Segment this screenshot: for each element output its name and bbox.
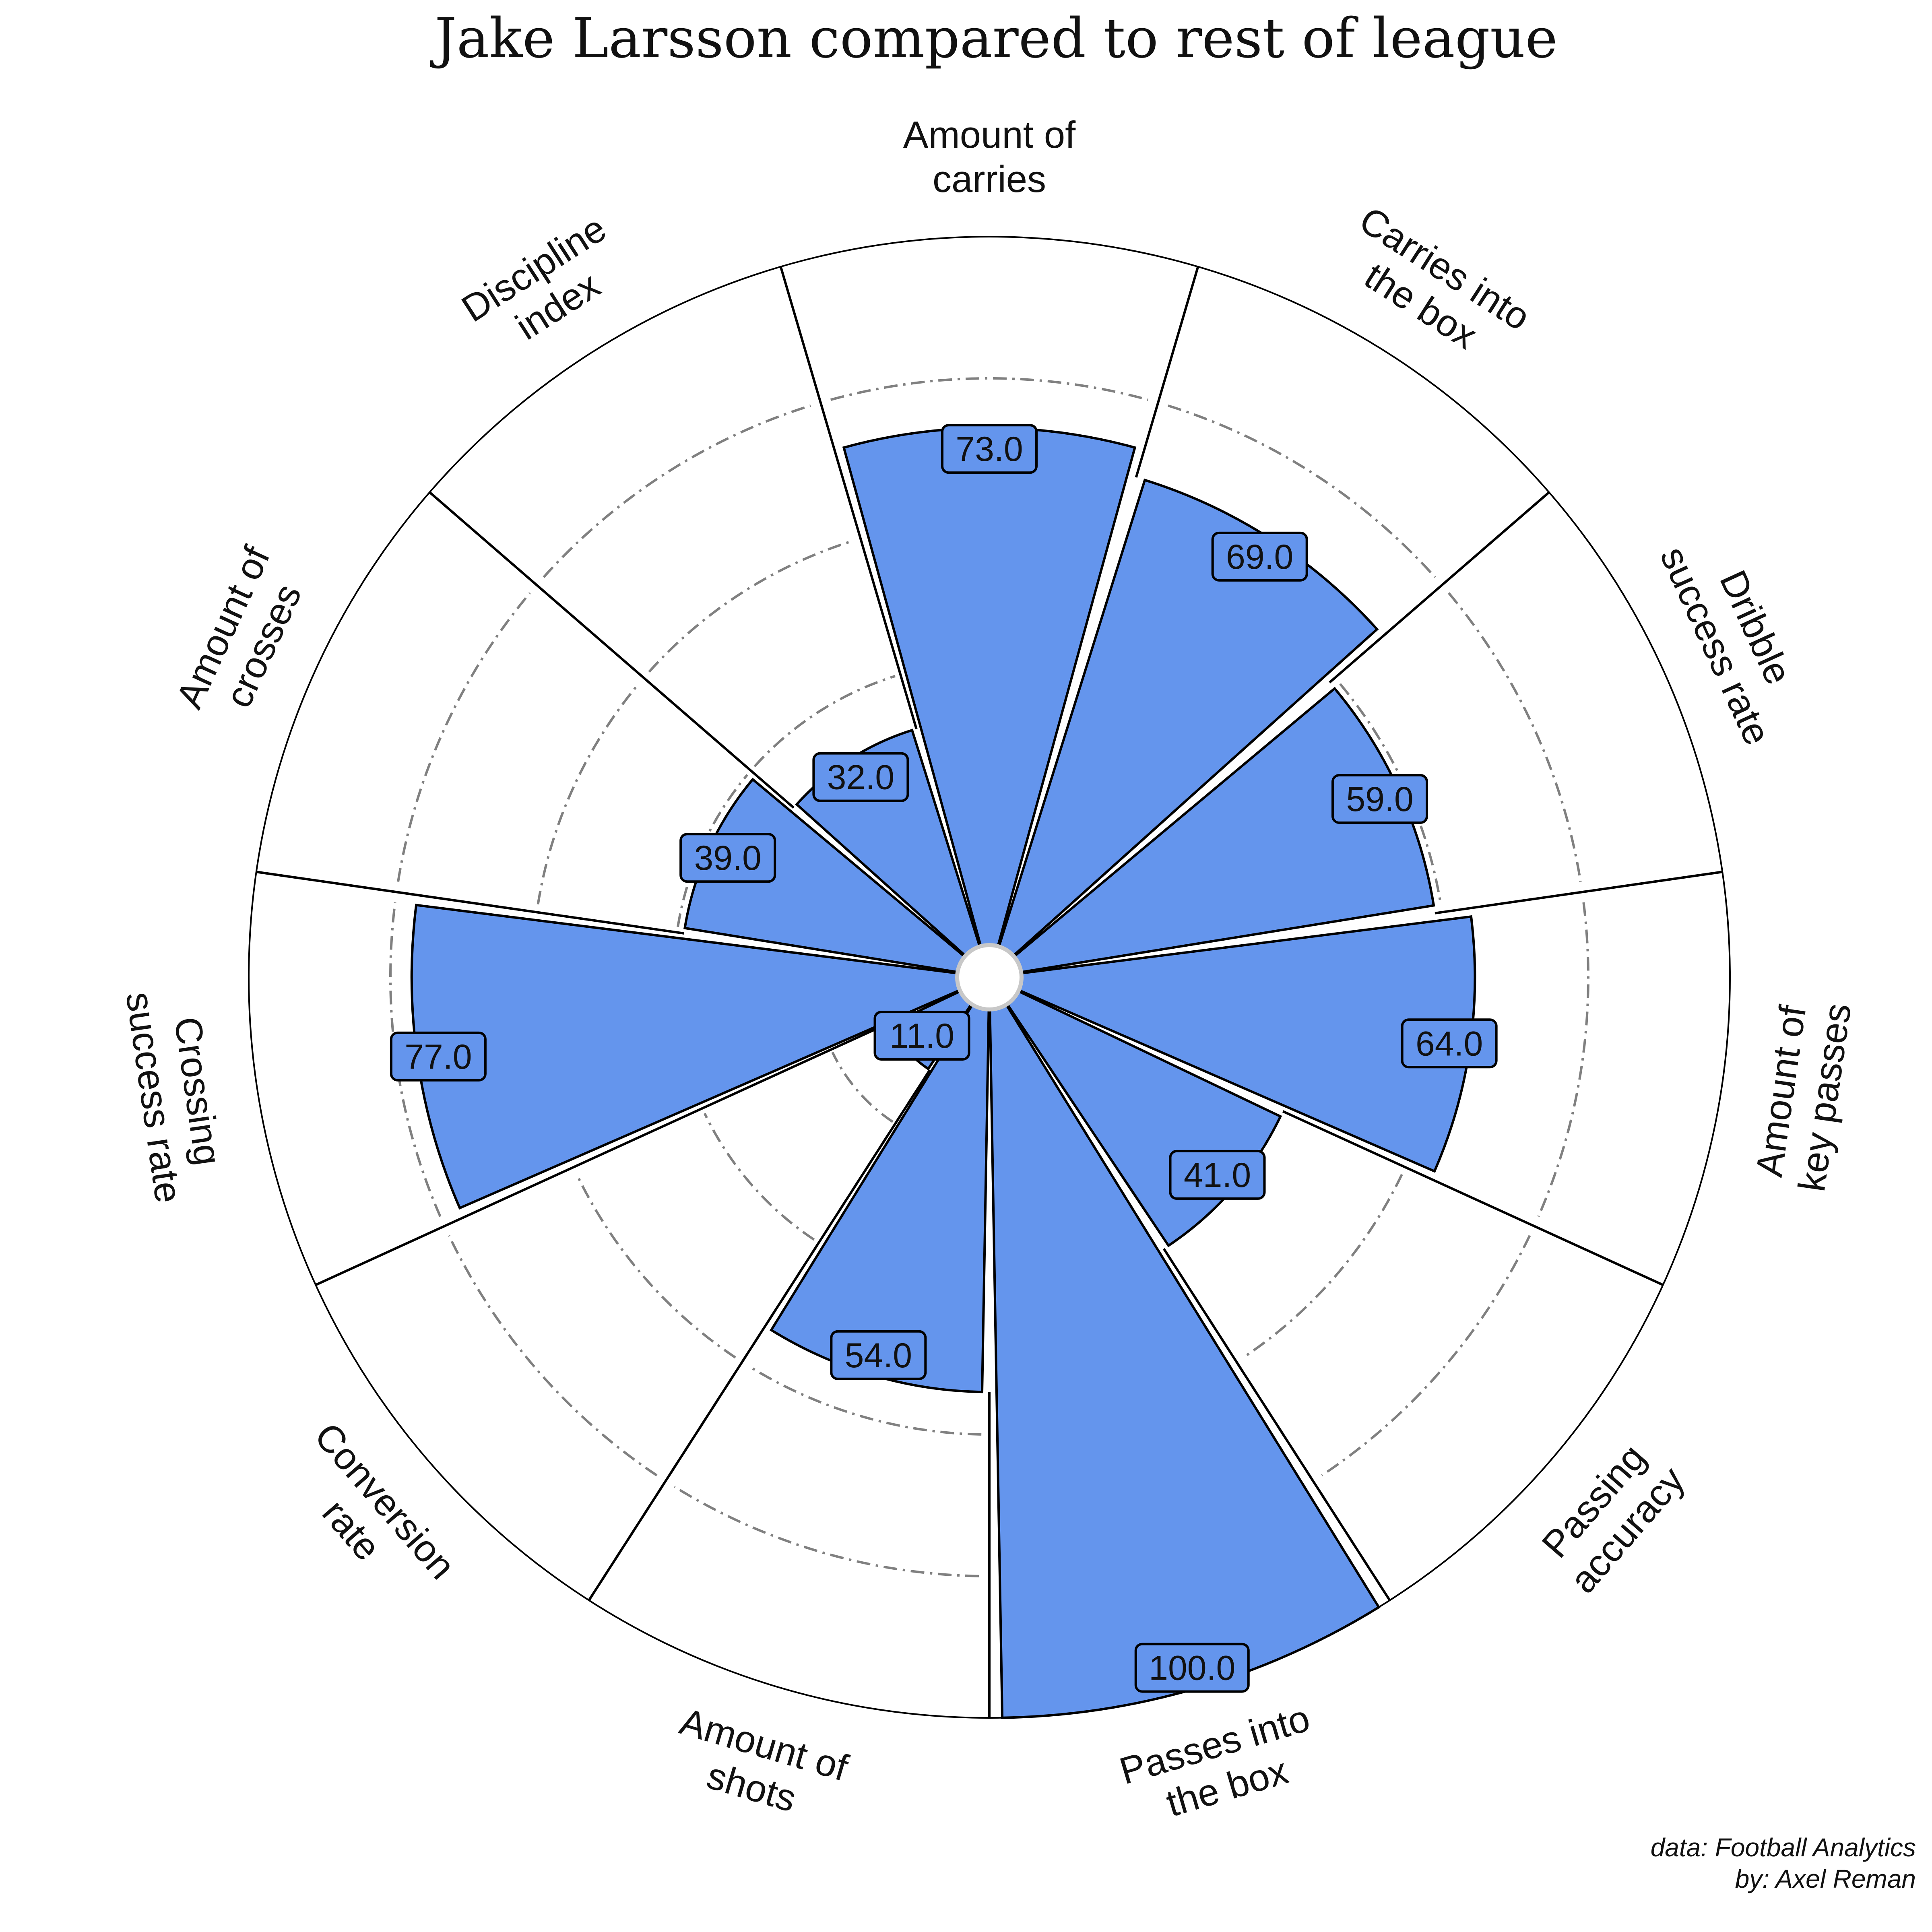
gridline-80-8	[389, 902, 442, 1217]
category-label-0: Amount of carries	[903, 114, 1076, 200]
gridline-80-2	[1448, 592, 1582, 882]
gridline-80-0	[830, 377, 1149, 401]
value-labels: 73.0 69.0 59.0 64.0 41.0 100.0 54.0 11.0 77.0 39.…	[390, 424, 1498, 1693]
chart-title: Jake Larsson compared to rest of league	[430, 7, 1558, 70]
spokes	[256, 266, 1723, 1718]
value-label-9: 39.0	[694, 839, 761, 877]
value-label-box-5	[1134, 1643, 1250, 1693]
value-label-3: 64.0	[1416, 1024, 1483, 1063]
value-label-0: 73.0	[956, 430, 1023, 469]
category-label-line: Amount of	[903, 114, 1076, 156]
spoke-5	[1162, 1248, 1391, 1601]
spoke-9	[256, 871, 684, 935]
value-label-box-0	[941, 424, 1038, 474]
value-label-box-9	[679, 833, 776, 883]
category-label-6: Amount ofshots	[663, 1700, 853, 1831]
value-label-10: 32.0	[827, 758, 894, 797]
spoke-10	[429, 491, 795, 809]
value-label-2: 59.0	[1346, 780, 1413, 819]
spoke-3	[1435, 871, 1723, 914]
value-label-8: 77.0	[405, 1038, 472, 1076]
value-label-6: 54.0	[845, 1336, 912, 1375]
category-label-3: Amount ofkey passes	[1746, 995, 1859, 1194]
value-label-1: 69.0	[1226, 538, 1293, 576]
author-credit: by: Axel Reman	[1735, 1864, 1916, 1893]
gridline-80-7	[448, 1235, 658, 1477]
spoke-4	[1282, 1110, 1664, 1286]
gridline-80-1	[1168, 404, 1436, 578]
gridline-40-7	[703, 1113, 815, 1241]
value-label-4: 41.0	[1184, 1156, 1251, 1195]
value-label-box-10	[812, 752, 909, 802]
spoke-2	[1329, 491, 1550, 683]
data-source-credit: data: Football Analytics	[1651, 1833, 1916, 1862]
gridline-80-6	[673, 1486, 979, 1577]
category-label-5: Passes intothe box	[1115, 1697, 1327, 1835]
gridline-80-3	[1537, 902, 1589, 1217]
value-label-5: 100.0	[1149, 1649, 1235, 1688]
spoke-8	[315, 1022, 890, 1286]
value-label-box-7	[873, 1011, 970, 1061]
gridline-80-10	[543, 404, 811, 578]
gridline-80-9	[397, 592, 531, 882]
gridline-60-9	[537, 683, 640, 905]
value-label-box-6	[830, 1330, 927, 1380]
center-hole	[955, 943, 1024, 1011]
gridline-60-4	[1243, 1174, 1403, 1359]
category-label-8: Crossingsuccess rate	[118, 983, 234, 1205]
value-label-box-1	[1211, 531, 1308, 582]
value-label-7: 11.0	[890, 1017, 954, 1055]
value-label-box-3	[1401, 1018, 1498, 1069]
category-label-line: carries	[933, 158, 1046, 200]
gridline-60-7	[576, 1174, 736, 1359]
spoke-1	[1135, 266, 1199, 478]
spoke-7	[588, 1069, 931, 1601]
spoke-0	[779, 266, 918, 729]
gridline-80-4	[1321, 1235, 1531, 1477]
gridline-60-10	[648, 539, 853, 673]
value-label-box-2	[1331, 774, 1428, 824]
category-label-9: Amount ofcrosses	[168, 540, 318, 733]
gridline-40-10	[753, 675, 896, 768]
value-label-box-8	[390, 1031, 487, 1082]
center-circle	[955, 943, 1024, 1011]
value-label-box-4	[1169, 1150, 1266, 1200]
gridline-20-7	[831, 1051, 894, 1123]
gridline-60-6	[748, 1365, 982, 1436]
